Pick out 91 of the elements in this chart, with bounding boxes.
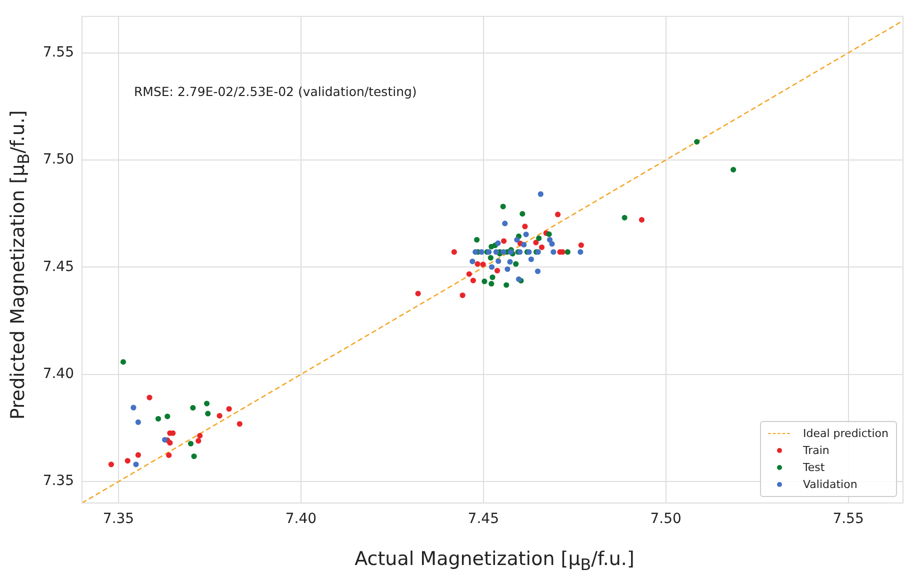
point: [191, 453, 197, 460]
point: [162, 436, 168, 443]
point: [536, 235, 542, 242]
point: [546, 231, 552, 237]
point: [638, 217, 645, 223]
point: [204, 400, 210, 406]
point: [216, 412, 222, 419]
point: [495, 240, 501, 246]
point: [490, 274, 496, 280]
point: [466, 271, 472, 277]
point: [550, 249, 556, 255]
point: [533, 240, 539, 246]
point: [188, 440, 194, 446]
point: [472, 249, 478, 255]
point: [546, 236, 553, 243]
point: [622, 214, 628, 220]
point: [555, 212, 561, 218]
point: [521, 242, 527, 248]
legend-label: Test: [803, 461, 825, 474]
y-tick-label: 7.35: [42, 473, 74, 490]
point: [205, 410, 211, 416]
point: [523, 232, 529, 238]
legend-label: Ideal prediction: [803, 427, 888, 440]
x-tick-label: 7.35: [102, 511, 134, 528]
x-tick-label: 7.55: [832, 511, 864, 528]
y-tick-label: 7.55: [42, 44, 74, 60]
point: [196, 438, 202, 444]
point: [564, 249, 570, 255]
point: [482, 278, 488, 284]
point: [538, 244, 545, 250]
point: [108, 462, 114, 468]
point: [534, 268, 541, 274]
point: [694, 139, 700, 145]
point: [415, 290, 421, 296]
point: [502, 220, 508, 226]
legend-label: Train: [803, 444, 830, 457]
point: [226, 406, 232, 412]
point: [488, 264, 495, 270]
y-tick-label: 7.50: [42, 152, 74, 168]
point: [124, 458, 130, 464]
point: [513, 261, 519, 267]
point: [496, 258, 502, 264]
point: [155, 416, 162, 422]
point: [528, 256, 534, 262]
x-axis-title: Actual Magnetization [μ$_{B}$/f.u.]: [354, 548, 636, 574]
x-tick-label: 7.45: [468, 511, 499, 528]
annotation: RMSE: 2.79E-02/2.53E-02 (validation/testing): [134, 84, 417, 100]
point: [504, 266, 510, 272]
point: [135, 419, 141, 425]
point: [500, 249, 506, 255]
point: [578, 249, 584, 255]
legend-label: Validation: [803, 478, 858, 491]
y-tick-label: 7.40: [42, 366, 74, 382]
point: [120, 359, 126, 365]
point: [133, 462, 139, 468]
point: [520, 211, 526, 217]
x-tick-label: 7.50: [650, 511, 682, 528]
point: [488, 280, 494, 287]
point: [190, 405, 196, 411]
point: [135, 452, 141, 458]
point: [474, 236, 480, 243]
point: [504, 282, 510, 288]
point: [538, 191, 544, 197]
point: [578, 242, 584, 248]
x-tick-label: 7.40: [285, 511, 317, 528]
point: [478, 249, 484, 255]
point: [480, 262, 486, 268]
point: [516, 276, 522, 282]
point: [474, 261, 480, 267]
point: [167, 440, 173, 446]
point: [164, 414, 170, 420]
point: [146, 394, 152, 400]
point: [493, 249, 499, 255]
point: [197, 432, 203, 438]
point: [166, 452, 172, 458]
point: [730, 166, 736, 172]
point: [470, 258, 476, 264]
point: [451, 249, 457, 255]
point: [236, 421, 242, 427]
point: [549, 241, 555, 247]
point: [460, 292, 466, 298]
point: [500, 204, 506, 210]
point: [501, 238, 507, 244]
y-tick-label: 7.45: [42, 258, 74, 275]
point: [507, 259, 513, 265]
point: [470, 278, 476, 284]
point: [488, 254, 494, 261]
point: [494, 268, 500, 274]
point: [130, 404, 136, 410]
point: [522, 224, 528, 230]
point: [514, 236, 520, 243]
